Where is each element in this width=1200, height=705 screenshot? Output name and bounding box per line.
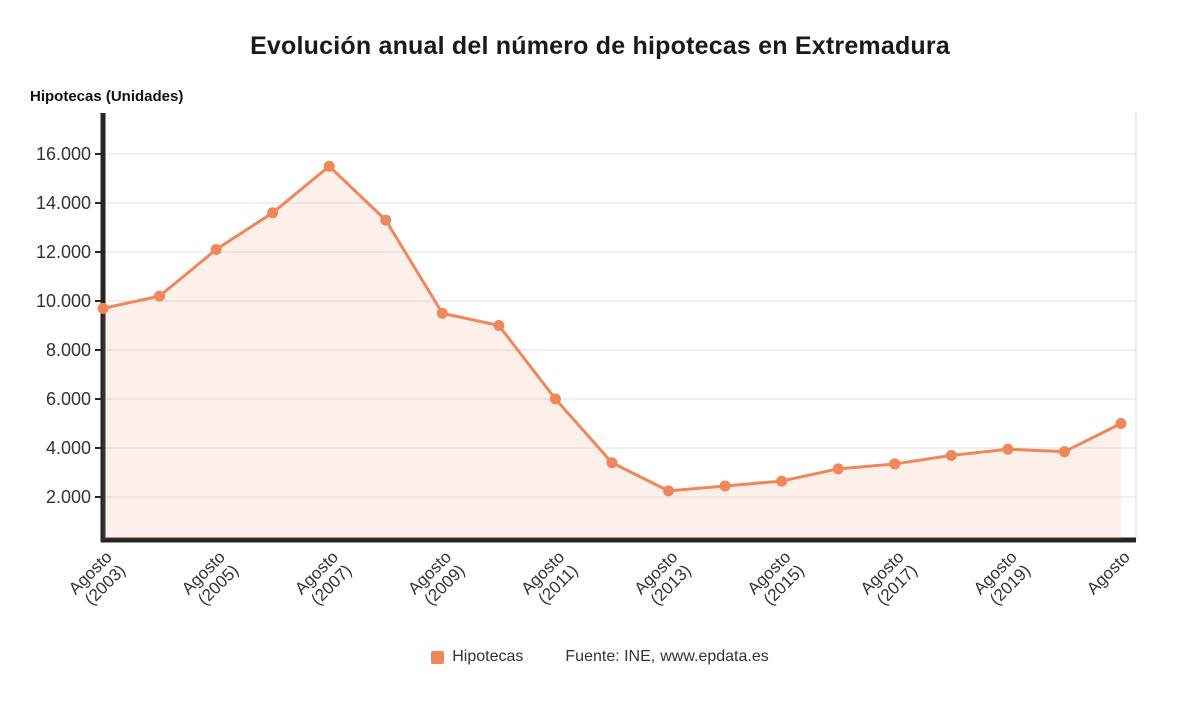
- x-axis-tick-label: Agosto(2007): [291, 547, 355, 611]
- x-axis-tick-label: Agosto(2019): [970, 547, 1034, 611]
- data-point[interactable]: [889, 458, 901, 470]
- y-axis-tick-label: 12.000: [36, 242, 91, 262]
- y-axis-unit-label: Hipotecas (Unidades): [30, 88, 184, 105]
- source-note: Fuente: INE, www.epdata.es: [565, 648, 768, 666]
- data-point[interactable]: [267, 207, 279, 219]
- epdata-link[interactable]: www.epdata.es: [660, 648, 769, 665]
- series-area: [103, 166, 1121, 539]
- data-point[interactable]: [97, 302, 109, 314]
- data-point[interactable]: [776, 475, 788, 487]
- data-point[interactable]: [719, 480, 731, 492]
- x-axis-tick-label: Agosto(2005): [178, 547, 242, 611]
- x-axis-tick-label: Agosto(2011): [517, 547, 581, 611]
- data-point[interactable]: [1115, 418, 1127, 429]
- axes: [95, 113, 1136, 543]
- data-point[interactable]: [1058, 446, 1070, 458]
- source-prefix: Fuente: INE,: [565, 648, 656, 665]
- legend: Hipotecas Fuente: INE, www.epdata.es: [0, 648, 1200, 666]
- data-point[interactable]: [493, 320, 505, 331]
- y-axis-tick-label: 8.000: [46, 340, 91, 360]
- legend-item-hipotecas[interactable]: Hipotecas: [431, 648, 523, 666]
- x-axis-labels: Agosto(2003) Agosto(2005) Agosto(2007) Agos…: [65, 547, 1134, 611]
- y-axis-tick-label: 6.000: [46, 389, 91, 409]
- data-point[interactable]: [832, 463, 844, 475]
- data-point[interactable]: [549, 393, 561, 405]
- chart-title: Evolución anual del número de hipotecas …: [250, 32, 950, 60]
- data-point[interactable]: [945, 449, 957, 461]
- data-point[interactable]: [1002, 443, 1014, 455]
- y-axis-labels: 2.000 4.000 6.000 8.000 10.000 12.000 14.000 16…: [36, 144, 91, 507]
- gridlines: [103, 113, 1137, 540]
- data-point[interactable]: [436, 307, 448, 319]
- data-point[interactable]: [210, 244, 222, 256]
- data-point[interactable]: [154, 290, 166, 302]
- y-axis-tick-label: 10.000: [36, 291, 91, 311]
- x-axis-tick-label: Agosto(2003): [65, 547, 129, 611]
- y-axis-tick-label: 2.000: [46, 487, 91, 507]
- x-axis-tick-label: Agosto: [1083, 547, 1134, 598]
- x-axis-tick-label: Agosto(2015): [744, 547, 808, 611]
- x-axis-tick-label: Agosto(2017): [857, 547, 921, 611]
- y-axis-tick-label: 14.000: [36, 193, 91, 213]
- data-point[interactable]: [323, 160, 335, 172]
- y-axis-tick-label: 16.000: [36, 144, 91, 164]
- data-point[interactable]: [380, 214, 392, 226]
- x-axis-tick-label: Agosto(2009): [404, 547, 468, 611]
- data-point[interactable]: [606, 457, 618, 469]
- series-color-swatch: [431, 650, 445, 664]
- data-point[interactable]: [663, 485, 675, 497]
- x-axis-tick-label: Agosto(2013): [631, 547, 695, 611]
- y-axis-tick-label: 4.000: [46, 438, 91, 458]
- series-points: [97, 160, 1127, 497]
- legend-series-label: Hipotecas: [452, 648, 524, 665]
